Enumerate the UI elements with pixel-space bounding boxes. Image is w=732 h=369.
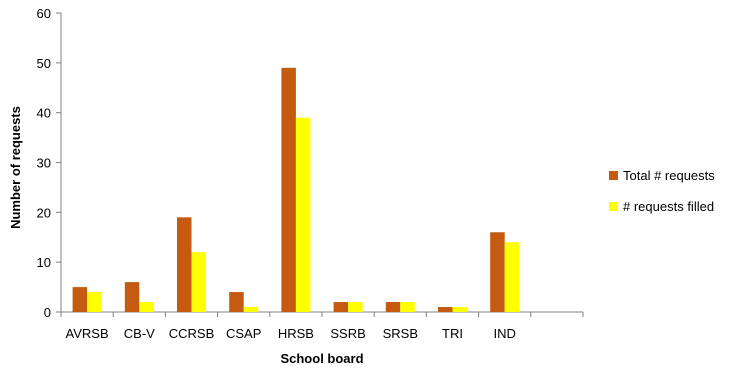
y-tick-label: 10 xyxy=(37,255,51,270)
legend: Total # requests # requests filled xyxy=(609,168,715,214)
y-tick-label: 30 xyxy=(37,156,51,171)
x-tick-label: SRSB xyxy=(383,326,418,341)
y-tick-label: 60 xyxy=(37,6,51,21)
bar-requests-filled xyxy=(139,302,154,312)
y-axis: 0 10 20 30 40 50 60 xyxy=(37,6,62,320)
bar-requests-filled xyxy=(243,307,259,312)
y-axis-title: Number of requests xyxy=(8,106,23,229)
bar-requests-filled xyxy=(191,252,206,312)
bars xyxy=(72,67,520,313)
legend-swatch xyxy=(609,171,618,180)
y-tick-label: 40 xyxy=(37,106,51,121)
bar-requests-filled xyxy=(504,242,520,312)
bar-total-requests xyxy=(281,67,296,312)
bar-requests-filled xyxy=(348,302,363,312)
x-tick-label: TRI xyxy=(442,326,463,341)
x-tick-label: CB-V xyxy=(124,326,155,341)
bar-total-requests xyxy=(72,287,88,312)
legend-label: # requests filled xyxy=(623,199,714,214)
legend-label: Total # requests xyxy=(623,168,715,183)
x-axis: AVRSB CB-V CCRSB CSAP HRSB SSRB SRSB TRI IND xyxy=(60,311,584,341)
bar-total-requests xyxy=(229,292,244,312)
bar-total-requests xyxy=(124,282,140,312)
bar-total-requests xyxy=(490,232,505,312)
bar-requests-filled xyxy=(452,307,467,312)
bar-total-requests xyxy=(385,302,401,312)
x-tick-label: CSAP xyxy=(226,326,261,341)
y-tick-label: 0 xyxy=(44,305,51,320)
x-tick-label: AVRSB xyxy=(66,326,109,341)
y-tick-label: 50 xyxy=(37,56,51,71)
x-tick-label: HRSB xyxy=(278,326,314,341)
bar-requests-filled xyxy=(87,292,102,312)
bar-total-requests xyxy=(333,302,349,312)
x-tick-label: CCRSB xyxy=(169,326,215,341)
bar-total-requests xyxy=(177,217,192,312)
bar-total-requests xyxy=(438,307,453,312)
x-tick-label: IND xyxy=(494,326,516,341)
bar-requests-filled xyxy=(295,117,311,313)
legend-swatch xyxy=(609,202,618,211)
y-tick-label: 20 xyxy=(37,205,51,220)
x-tick-label: SSRB xyxy=(330,326,365,341)
x-axis-title: School board xyxy=(280,351,363,366)
bar-requests-filled xyxy=(400,302,415,312)
